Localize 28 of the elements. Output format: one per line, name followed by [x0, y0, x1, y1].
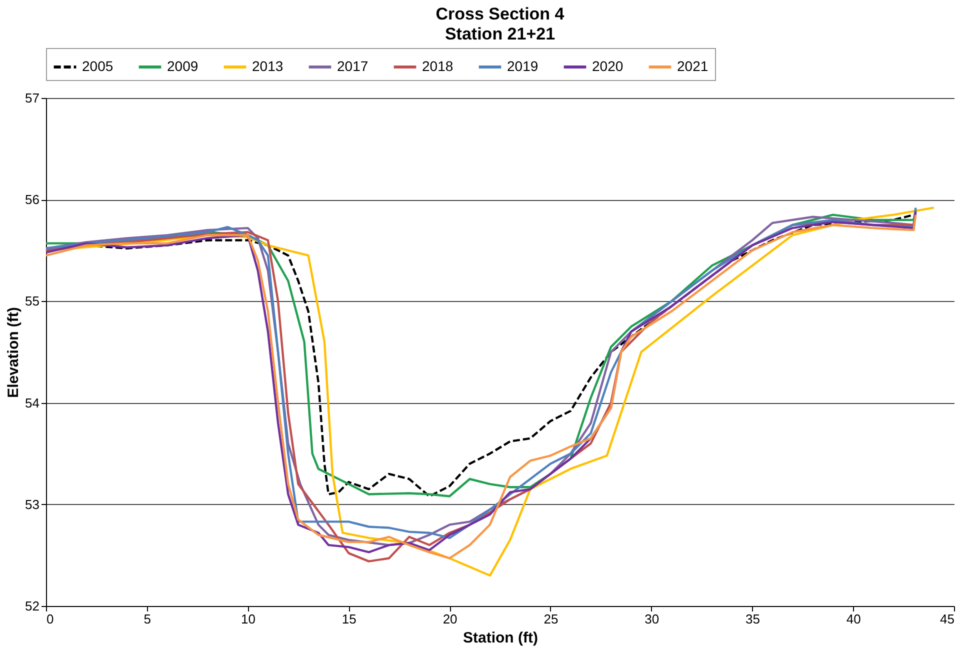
y-tick-label: 57: [25, 90, 40, 106]
chart-title: Cross Section 4: [436, 4, 565, 24]
x-tick-label: 30: [644, 612, 660, 626]
x-tick-label: 45: [940, 612, 954, 626]
legend-label: 2018: [422, 58, 454, 74]
y-tick-label: 52: [25, 598, 40, 614]
legend-label: 2019: [507, 58, 538, 74]
x-tick-label: 20: [442, 612, 458, 626]
x-tick-label: 35: [745, 612, 760, 626]
y-tick-label: 54: [25, 395, 40, 410]
y-axis-title: Elevation (ft): [5, 307, 22, 398]
y-tick-label: 53: [25, 496, 40, 512]
legend-label: 2017: [337, 58, 368, 74]
x-tick-label: 5: [144, 612, 152, 626]
x-tick-label: 0: [46, 612, 54, 626]
legend-label: 2013: [252, 58, 284, 74]
x-tick-label: 40: [846, 612, 861, 626]
chart-subtitle: Station 21+21: [444, 24, 556, 44]
y-tick-label: 55: [25, 294, 40, 309]
x-tick-label: 15: [342, 612, 356, 626]
x-tick-label: 10: [241, 612, 256, 626]
y-tick-label: 56: [25, 192, 40, 208]
legend-label: 2021: [677, 58, 708, 74]
x-tick-label: 25: [544, 612, 558, 626]
x-axis-title: Station (ft): [463, 630, 538, 646]
legend-label: 2009: [167, 58, 198, 74]
legend-label: 2005: [82, 58, 114, 74]
legend-label: 2020: [592, 58, 624, 74]
